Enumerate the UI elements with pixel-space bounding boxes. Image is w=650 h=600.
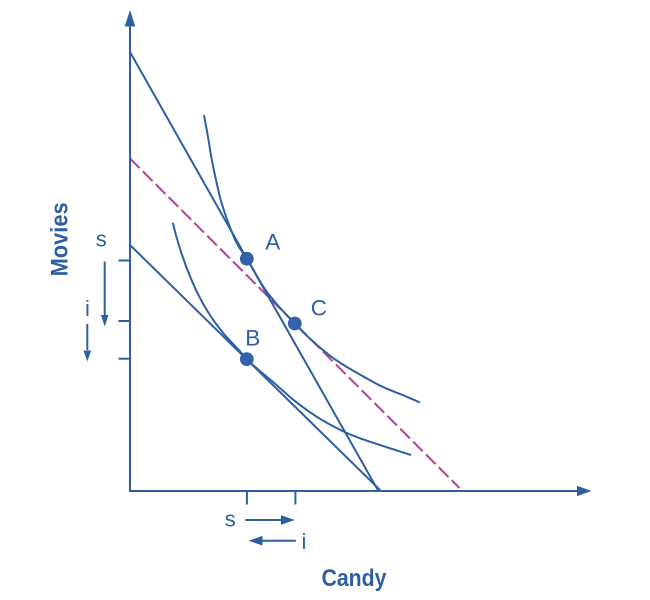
svg-text:i: i xyxy=(85,296,90,321)
svg-text:C: C xyxy=(311,296,327,321)
svg-text:A: A xyxy=(265,229,280,254)
svg-text:s: s xyxy=(96,227,107,252)
svg-text:B: B xyxy=(245,325,260,350)
svg-text:i: i xyxy=(301,529,306,554)
svg-text:Movies: Movies xyxy=(47,202,74,276)
svg-text:s: s xyxy=(225,506,236,531)
svg-text:Candy: Candy xyxy=(322,565,388,592)
